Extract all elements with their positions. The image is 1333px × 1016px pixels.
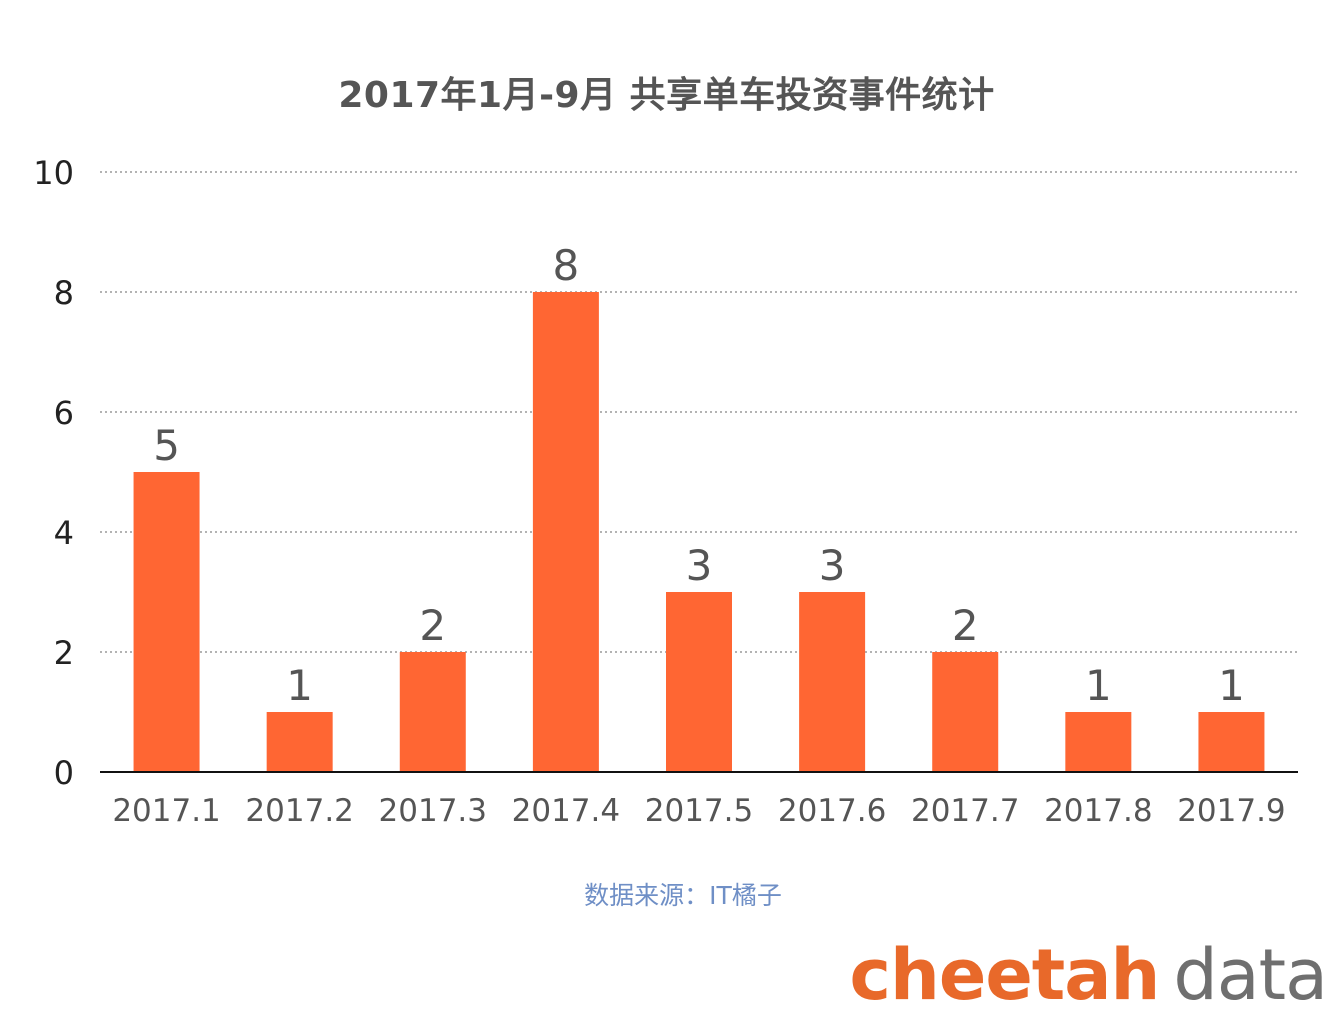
data-label: 2 — [952, 601, 979, 650]
x-tick-label: 2017.2 — [245, 793, 353, 829]
data-label: 5 — [153, 421, 180, 470]
data-label: 3 — [819, 541, 846, 590]
data-label: 2 — [419, 601, 446, 650]
brand-logo-part1: cheetah — [849, 934, 1161, 1016]
bar — [666, 592, 732, 772]
x-tick-label: 2017.4 — [512, 793, 620, 829]
data-label: 1 — [1218, 661, 1245, 710]
y-tick-label: 4 — [54, 514, 74, 552]
bar — [133, 472, 200, 772]
bar — [399, 652, 466, 772]
y-tick-label: 8 — [54, 274, 74, 312]
brand-logo-part2: data — [1173, 934, 1328, 1016]
bar — [799, 592, 866, 772]
source-note: 数据来源：IT橘子 — [584, 881, 782, 910]
x-tick-label: 2017.3 — [379, 793, 487, 829]
x-axis-ticks: 2017.1 2017.2 2017.3 2017.4 2017.5 2017.6 2017… — [112, 793, 1285, 829]
bars — [133, 292, 1265, 772]
bar — [932, 652, 999, 772]
bar — [532, 292, 599, 772]
x-tick-label: 2017.9 — [1177, 793, 1285, 829]
chart-title: 2017年1月-9月 共享单车投资事件统计 — [338, 75, 995, 116]
y-tick-label: 2 — [54, 634, 74, 672]
data-label: 3 — [686, 541, 713, 590]
y-tick-label: 0 — [54, 754, 74, 792]
brand-logo: cheetah data — [850, 940, 1328, 1010]
x-tick-label: 2017.5 — [645, 793, 753, 829]
x-tick-label: 2017.8 — [1044, 793, 1152, 829]
data-labels: 5 1 2 8 3 3 2 1 1 — [153, 241, 1245, 710]
x-tick-label: 2017.1 — [112, 793, 220, 829]
bar — [266, 712, 333, 772]
bar — [1198, 712, 1265, 772]
data-label: 1 — [1085, 661, 1112, 710]
y-axis-ticks: 0 2 4 6 8 10 — [33, 154, 74, 792]
y-tick-label: 6 — [54, 394, 74, 432]
data-label: 1 — [286, 661, 313, 710]
bar — [1065, 712, 1132, 772]
y-tick-label: 10 — [33, 154, 74, 192]
x-tick-label: 2017.7 — [911, 793, 1019, 829]
x-tick-label: 2017.6 — [778, 793, 886, 829]
data-label: 8 — [553, 241, 580, 290]
